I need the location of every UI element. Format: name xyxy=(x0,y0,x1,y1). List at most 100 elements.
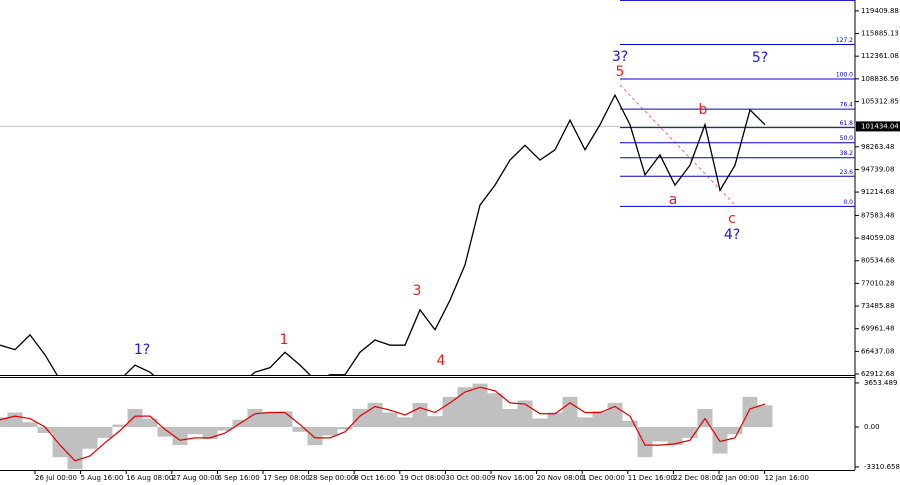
y-tick-label: 84059.08 xyxy=(861,234,894,242)
histogram-bar xyxy=(352,408,368,427)
y-tick-label: 87583.48 xyxy=(861,211,894,219)
histogram-bar xyxy=(652,426,668,442)
wave-label: 3? xyxy=(612,49,628,65)
fib-label: 50.0 xyxy=(840,135,854,142)
histogram-bar xyxy=(637,426,653,458)
histogram-bar xyxy=(502,408,518,427)
histogram-bar xyxy=(292,426,308,432)
histogram-bar xyxy=(67,426,83,470)
histogram-bar xyxy=(427,416,443,427)
histogram-bar xyxy=(562,396,578,427)
wave-label: 4? xyxy=(724,227,740,243)
y-tick-label: 108836.56 xyxy=(861,75,899,83)
histogram-bar xyxy=(457,387,473,427)
histogram-bar xyxy=(712,426,728,454)
y-tick-label: 98263.48 xyxy=(861,143,894,151)
signal-line xyxy=(0,386,766,462)
histogram-bar xyxy=(187,426,203,435)
wave-label: 1? xyxy=(134,342,150,358)
x-tick-label: 20 Nov 08:00 xyxy=(537,474,584,482)
histogram-bar xyxy=(142,418,158,427)
histogram-bar xyxy=(37,426,53,434)
histogram-bar xyxy=(82,426,98,449)
x-tick-label: 28 Sep 00:00 xyxy=(309,474,356,482)
last-price-label: 101434.04 xyxy=(861,122,899,130)
wave-label: 4 xyxy=(437,353,446,369)
fib-label: 23.6 xyxy=(840,169,854,176)
y-tick-label: 77010.28 xyxy=(861,279,894,287)
y-tick-label: 80534.68 xyxy=(861,257,894,265)
x-tick-label: 9 Nov 16:00 xyxy=(491,474,534,482)
y2-tick-label: 3653.489 xyxy=(864,379,897,387)
histogram-bar xyxy=(472,383,488,427)
wave-label: c xyxy=(728,211,736,227)
histogram-bar xyxy=(682,426,698,438)
y-tick-label: 94739.08 xyxy=(861,165,894,173)
histogram-bar xyxy=(277,411,293,427)
fib-label: 61.8 xyxy=(840,120,854,127)
wave-label: b xyxy=(699,102,708,118)
histogram-bar xyxy=(52,426,68,458)
histogram-bar xyxy=(112,424,128,427)
histogram-bar xyxy=(157,426,173,437)
histogram-bar xyxy=(337,426,353,430)
fib-label: 38.2 xyxy=(840,150,854,157)
x-tick-label: 30 Oct 00:00 xyxy=(445,474,491,482)
histogram-bar xyxy=(592,411,608,427)
histogram-bar xyxy=(7,412,23,427)
histogram-bar xyxy=(217,426,233,431)
y-tick-label: 119409.88 xyxy=(861,7,899,15)
last-price-tag xyxy=(856,121,900,132)
histogram-bar xyxy=(412,402,428,427)
x-tick-label: 12 Jan 16:00 xyxy=(765,474,809,482)
wave-label: 5? xyxy=(752,50,768,66)
wave-label: 1 xyxy=(280,332,289,348)
x-tick-label: 16 Aug 08:00 xyxy=(126,474,173,482)
histogram-bar xyxy=(757,405,773,427)
histogram-bar xyxy=(322,426,338,436)
fib-label: 0.0 xyxy=(843,199,853,206)
y-tick-label: 73485.88 xyxy=(861,302,894,310)
y-tick-label: 69961.48 xyxy=(861,325,894,333)
x-tick-label: 22 Dec 08:00 xyxy=(673,474,720,482)
x-tick-label: 27 Aug 00:00 xyxy=(172,474,219,482)
histogram-bar xyxy=(172,426,188,446)
histogram-bar xyxy=(487,393,503,427)
histogram-bar xyxy=(727,426,743,435)
y2-tick-label: 0.00 xyxy=(864,423,880,431)
x-tick-label: 2 Jan 00:00 xyxy=(719,474,759,482)
histogram-bar xyxy=(382,412,398,427)
x-tick-label: 19 Oct 08:00 xyxy=(400,474,446,482)
y-tick-label: 66437.08 xyxy=(861,347,894,355)
x-tick-label: 6 Sep 16:00 xyxy=(217,474,259,482)
y-tick-label: 91214.68 xyxy=(861,188,894,196)
x-tick-label: 11 Dec 16:00 xyxy=(628,474,675,482)
histogram-bar xyxy=(442,396,458,427)
histogram-bar xyxy=(667,426,683,446)
oscillator-group xyxy=(0,383,773,470)
histogram-bar xyxy=(97,426,113,438)
x-tick-label: 1 Dec 00:00 xyxy=(582,474,625,482)
histogram-bar xyxy=(247,408,263,427)
price-line xyxy=(0,93,766,375)
histogram-bar xyxy=(547,412,563,427)
fib-label: 100.0 xyxy=(836,72,853,79)
histogram-bar xyxy=(22,422,38,427)
histogram-bar xyxy=(397,417,413,427)
fib-label: 127.2 xyxy=(836,37,853,44)
wave-label: a xyxy=(669,192,678,208)
y-tick-label: 112361.08 xyxy=(861,52,899,60)
wave-label: 3 xyxy=(413,283,422,299)
trend-line xyxy=(619,84,736,206)
histogram-bar xyxy=(532,418,548,427)
x-tick-label: 26 Jul 00:00 xyxy=(35,474,77,482)
y-tick-label: 62912.68 xyxy=(861,370,894,378)
histogram-bar xyxy=(742,396,758,427)
x-tick-label: 8 Oct 16:00 xyxy=(354,474,395,482)
y-tick-label: 115885.13 xyxy=(861,30,899,38)
histogram-bar xyxy=(262,412,278,427)
histogram-bar xyxy=(307,426,323,446)
x-tick-label: 17 Sep 08:00 xyxy=(263,474,310,482)
